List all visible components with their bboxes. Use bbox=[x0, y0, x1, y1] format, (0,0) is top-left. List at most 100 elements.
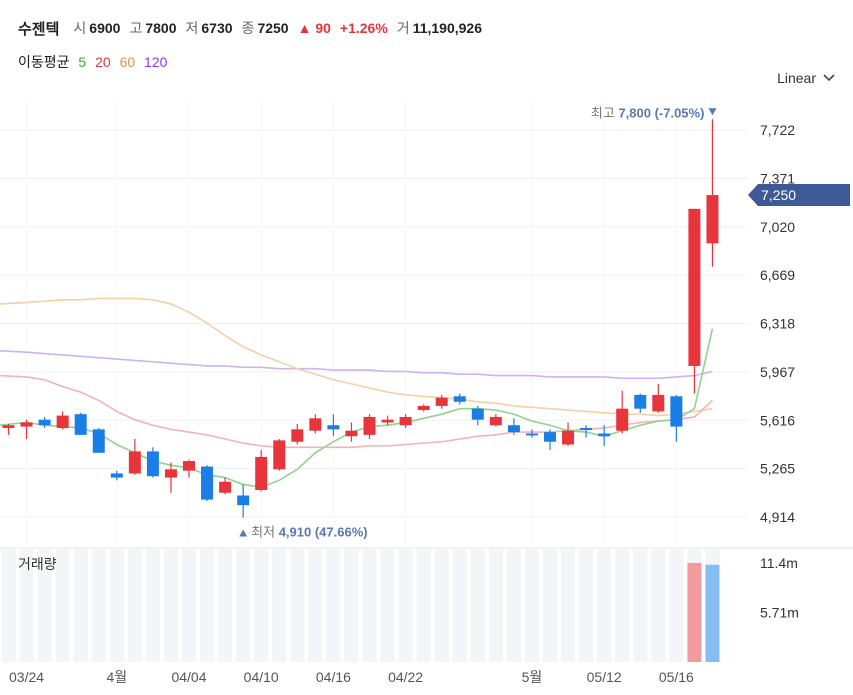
candle bbox=[255, 450, 268, 492]
ma60-line bbox=[0, 297, 713, 417]
candle-body bbox=[562, 430, 575, 445]
ma60-legend[interactable]: 60 bbox=[119, 54, 136, 70]
candle-body bbox=[580, 427, 593, 430]
volume-slot bbox=[290, 549, 305, 662]
low-label: 저 bbox=[185, 20, 199, 36]
volume-slot bbox=[218, 549, 233, 662]
max-label: 최고 bbox=[591, 105, 619, 120]
ma20-legend[interactable]: 20 bbox=[95, 54, 111, 70]
candle bbox=[417, 404, 430, 412]
volume-slot bbox=[308, 549, 323, 662]
ma120-legend[interactable]: 120 bbox=[144, 54, 168, 70]
y-tick-label: 6,669 bbox=[760, 267, 795, 283]
min-marker-icon bbox=[239, 529, 248, 537]
volume-tick-label: 5.71m bbox=[760, 604, 799, 620]
candle-body bbox=[525, 433, 538, 436]
candle bbox=[544, 429, 556, 451]
candle-body bbox=[453, 396, 466, 402]
candle bbox=[327, 414, 340, 437]
x-tick-label: 4월 bbox=[106, 669, 127, 685]
candle-body bbox=[652, 394, 665, 412]
candle-body bbox=[363, 416, 376, 435]
y-tick-label: 6,318 bbox=[760, 316, 795, 332]
candle bbox=[146, 447, 159, 478]
candle-body bbox=[399, 416, 412, 426]
candle bbox=[363, 414, 376, 439]
volume-slot bbox=[145, 549, 160, 662]
volume-slot bbox=[380, 549, 395, 662]
candle bbox=[273, 438, 286, 471]
volume-value: 11,190,926 bbox=[412, 20, 482, 36]
candle bbox=[399, 414, 412, 428]
candle-body bbox=[146, 451, 159, 477]
stock-name: 수젠텍 bbox=[18, 20, 60, 38]
change-value: ▲ 90 bbox=[297, 20, 331, 36]
candle-body bbox=[489, 416, 502, 426]
x-tick-label: 04/16 bbox=[316, 669, 351, 685]
volume-slot bbox=[669, 549, 684, 662]
volume-slot bbox=[91, 549, 106, 662]
candle bbox=[237, 484, 250, 518]
moving-average-lines bbox=[0, 297, 714, 489]
candle bbox=[670, 394, 683, 442]
candle-body bbox=[291, 429, 304, 442]
min-value: 4,910 (47.66%) bbox=[279, 525, 368, 540]
candle-body bbox=[255, 456, 268, 490]
grid-lines bbox=[0, 100, 748, 545]
volume-slot bbox=[561, 549, 576, 662]
candle bbox=[219, 477, 232, 495]
volume-slot bbox=[19, 549, 34, 662]
volume-slot bbox=[615, 549, 630, 662]
y-tick-label: 4,914 bbox=[760, 509, 795, 525]
volume-slot bbox=[109, 549, 124, 662]
x-tick-label: 04/10 bbox=[244, 669, 279, 685]
candle-body bbox=[634, 394, 647, 409]
candle bbox=[471, 405, 484, 426]
candle-body bbox=[92, 429, 105, 453]
volume-slot bbox=[182, 549, 196, 662]
y-tick-label: 7,722 bbox=[760, 122, 795, 138]
open-label: 시 bbox=[73, 20, 87, 36]
candle bbox=[309, 414, 322, 434]
candle-body bbox=[345, 430, 358, 437]
volume-slot bbox=[1, 549, 16, 662]
candle-body bbox=[183, 461, 195, 471]
candle-body bbox=[128, 451, 141, 474]
ma120-line bbox=[0, 349, 713, 380]
volume-bars: 11.4m 5.71m bbox=[687, 555, 799, 662]
volume-slot bbox=[506, 549, 521, 662]
volume-bar bbox=[705, 564, 720, 662]
y-axis: 7,722 7,371 7,020 6,669 6,318 5,967 5,616 5,265… bbox=[748, 122, 850, 525]
candle-body bbox=[110, 473, 123, 478]
candle bbox=[616, 390, 629, 434]
volume-slot bbox=[55, 549, 70, 662]
volume-slot bbox=[597, 549, 612, 662]
candle-body bbox=[688, 208, 701, 366]
candle bbox=[706, 119, 719, 267]
candle bbox=[164, 462, 177, 493]
candle bbox=[652, 383, 665, 413]
ma5-legend[interactable]: 5 bbox=[78, 54, 87, 70]
x-tick-label: 05/12 bbox=[587, 669, 622, 685]
volume-slot bbox=[470, 549, 485, 662]
volume-slot bbox=[579, 549, 594, 662]
low-value: 6730 bbox=[201, 20, 233, 36]
candle-body bbox=[74, 414, 87, 435]
candle bbox=[183, 459, 195, 478]
x-tick-label: 5월 bbox=[522, 669, 543, 685]
max-marker-icon bbox=[708, 108, 717, 116]
scale-selector[interactable]: Linear bbox=[777, 70, 835, 86]
x-tick-label: 04/04 bbox=[171, 669, 206, 685]
y-tick-label: 5,616 bbox=[760, 412, 795, 428]
volume-slot bbox=[37, 549, 52, 662]
volume-slot bbox=[362, 549, 377, 662]
candle-body bbox=[616, 408, 629, 431]
candle bbox=[291, 423, 304, 445]
candle-body bbox=[20, 422, 33, 427]
volume-slot bbox=[651, 549, 666, 662]
moving-average-label: 이동평균 bbox=[18, 54, 70, 70]
volume-slot bbox=[163, 549, 178, 662]
ma20-line bbox=[0, 374, 713, 449]
candle-body bbox=[706, 195, 719, 244]
